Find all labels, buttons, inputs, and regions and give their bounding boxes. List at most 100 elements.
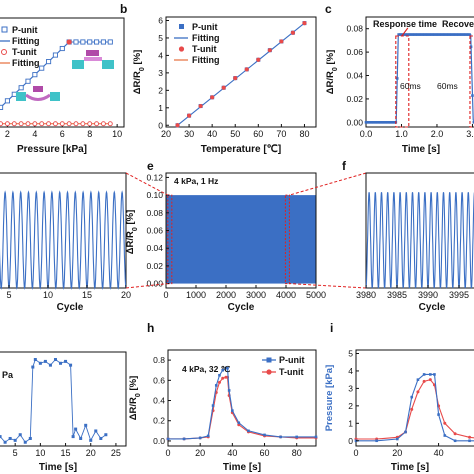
pressure-line xyxy=(0,358,107,443)
panel-letter: f xyxy=(342,159,347,173)
legend-label: P-unit xyxy=(12,25,38,35)
response-point xyxy=(449,33,453,36)
pressure-point xyxy=(28,436,32,440)
y-tick-label: 1 xyxy=(348,418,353,428)
response-point xyxy=(385,121,389,124)
t-unit-point xyxy=(186,113,192,118)
panel-b: 20 30 40 50 60 70 800123456P-unitFittingT-unit… xyxy=(120,2,317,155)
series-point xyxy=(422,373,426,376)
t-unit-point xyxy=(80,121,86,127)
y-tick-label: 0.00 xyxy=(346,117,363,127)
x-tick-label: 40 xyxy=(227,448,237,458)
t-unit-point xyxy=(256,57,261,62)
p-unit-point xyxy=(94,39,100,45)
t-unit-point xyxy=(73,121,79,127)
response-point xyxy=(427,33,430,36)
response-point xyxy=(417,33,420,36)
x-tick-label: 2.0 xyxy=(431,129,444,139)
pressure-point xyxy=(8,436,12,440)
series-point xyxy=(375,439,378,443)
series-point xyxy=(443,434,447,437)
y-tick-label: 3 xyxy=(158,68,163,78)
response-point xyxy=(366,121,369,124)
p-unit-point xyxy=(73,39,79,45)
response-point xyxy=(455,33,459,36)
plot-frame xyxy=(365,16,474,128)
y-tick-label: 0.04 xyxy=(346,71,363,81)
x-axis-label: Time [s] xyxy=(391,462,429,473)
response-point xyxy=(407,33,410,36)
panel-letter: h xyxy=(147,321,154,335)
p-unit-point xyxy=(198,436,202,440)
zoom-box xyxy=(284,194,290,285)
legend-swatch xyxy=(1,49,7,55)
response-point xyxy=(429,33,433,36)
series-point xyxy=(395,437,399,441)
t-unit-point xyxy=(39,121,45,127)
x-tick-label: 30 xyxy=(184,129,194,139)
x-tick-label: 3985 xyxy=(387,290,407,300)
t-unit-point xyxy=(100,121,106,127)
plot-frame xyxy=(355,349,474,447)
p-unit-point xyxy=(221,368,224,372)
x-tick-label: 50 xyxy=(230,129,240,139)
response-point xyxy=(437,33,440,36)
t-unit-point xyxy=(25,121,31,127)
response-point xyxy=(465,33,469,36)
p-unit-point xyxy=(39,65,45,71)
panel-letter: b xyxy=(120,2,127,16)
device-block xyxy=(84,57,102,61)
response-point xyxy=(383,121,386,124)
p-unit-point xyxy=(32,72,38,78)
response-point xyxy=(397,33,400,36)
response-point xyxy=(421,33,425,36)
pressure-point xyxy=(99,436,103,440)
response-point xyxy=(370,121,373,124)
t-unit-point xyxy=(233,76,238,81)
t-unit-point xyxy=(267,48,272,53)
response-point xyxy=(408,33,412,36)
cycle-trace xyxy=(0,190,127,290)
p-unit-point xyxy=(237,421,241,425)
y-axis-label: ΔR/R0 [%] xyxy=(128,376,142,421)
pressure-point xyxy=(69,363,73,367)
panel-e: 0 1000 2000 3000 4000 5000 0.00 0.02 0.04 0.06 0.0… xyxy=(125,159,367,313)
panel-a: 2 4 6 8 10P-unitFittingT-unitFittingPressure… xyxy=(0,17,125,155)
x-axis-label: Cycle xyxy=(228,302,255,313)
p-unit-line xyxy=(168,367,316,440)
pressure-point xyxy=(0,435,2,439)
y-tick-label: 4 xyxy=(158,50,163,60)
annotation-label: Pa xyxy=(2,370,14,380)
y-tick-label: 2 xyxy=(348,401,353,411)
x-tick-label: 5 xyxy=(6,290,11,300)
y-tick-label: 0.4 xyxy=(153,396,165,406)
response-point xyxy=(442,33,446,36)
series-point xyxy=(428,378,432,382)
response-point xyxy=(461,33,464,36)
series-point xyxy=(453,439,457,443)
response-point xyxy=(410,33,413,36)
panel-c: 0.0 1.0 2.0 3.0 0.00 0.02 0.04 0.06 0.08 Response… xyxy=(325,2,474,155)
zoom-connector xyxy=(125,172,169,196)
response-point xyxy=(391,121,395,124)
y-tick-label: 0.04 xyxy=(146,243,163,253)
response-point xyxy=(388,121,392,124)
plot-frame xyxy=(167,349,317,447)
series-point xyxy=(433,373,436,376)
t-unit-point xyxy=(244,67,249,72)
response-point xyxy=(431,33,435,36)
response-point xyxy=(377,121,381,124)
legend-label: T-unit xyxy=(279,367,304,377)
x-tick-label: 1000 xyxy=(186,290,206,300)
x-tick-label: 20 xyxy=(161,129,171,139)
series-point xyxy=(468,439,471,443)
x-tick-label: 0 xyxy=(163,290,168,300)
device-block xyxy=(50,92,60,101)
x-tick-label: 80 xyxy=(299,129,309,139)
plot-frame xyxy=(165,16,317,128)
y-tick-label: 0 xyxy=(348,436,353,446)
legend-label: Fitting xyxy=(12,36,40,46)
legend-label: Fitting xyxy=(12,58,40,68)
pressure-point xyxy=(89,438,93,442)
